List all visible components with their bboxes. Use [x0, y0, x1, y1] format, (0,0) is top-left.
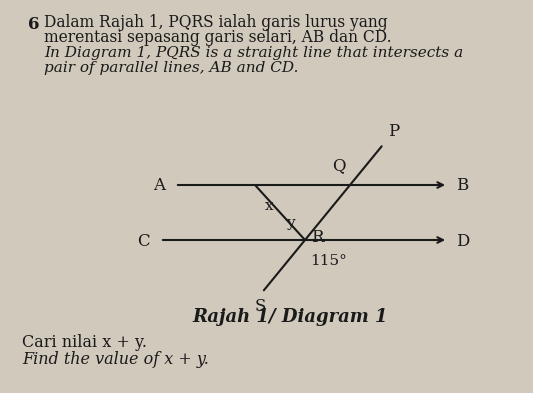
Text: B: B	[456, 178, 469, 195]
Text: Dalam Rajah 1, PQRS ialah garis lurus yang: Dalam Rajah 1, PQRS ialah garis lurus ya…	[44, 14, 387, 31]
Text: A: A	[153, 178, 165, 195]
Text: Find the value of x + y.: Find the value of x + y.	[22, 351, 209, 368]
Text: 115°: 115°	[310, 254, 347, 268]
Text: In Diagram 1, PQRS is a straight line that intersects a: In Diagram 1, PQRS is a straight line th…	[44, 46, 463, 60]
Text: S: S	[254, 298, 265, 315]
Text: D: D	[456, 233, 470, 250]
Text: C: C	[138, 233, 150, 250]
Text: 6: 6	[28, 16, 39, 33]
Text: y: y	[286, 216, 295, 230]
Text: R: R	[311, 230, 324, 246]
Text: Cari nilai x + y.: Cari nilai x + y.	[22, 334, 147, 351]
Text: pair of parallel lines, AB and CD.: pair of parallel lines, AB and CD.	[44, 61, 298, 75]
Text: x: x	[265, 199, 273, 213]
Text: P: P	[387, 123, 399, 140]
Text: Q: Q	[333, 157, 346, 174]
Text: Rajah 1/ Diagram 1: Rajah 1/ Diagram 1	[192, 308, 387, 326]
Text: merentasi sepasang garis selari, AB dan CD.: merentasi sepasang garis selari, AB dan …	[44, 29, 392, 46]
